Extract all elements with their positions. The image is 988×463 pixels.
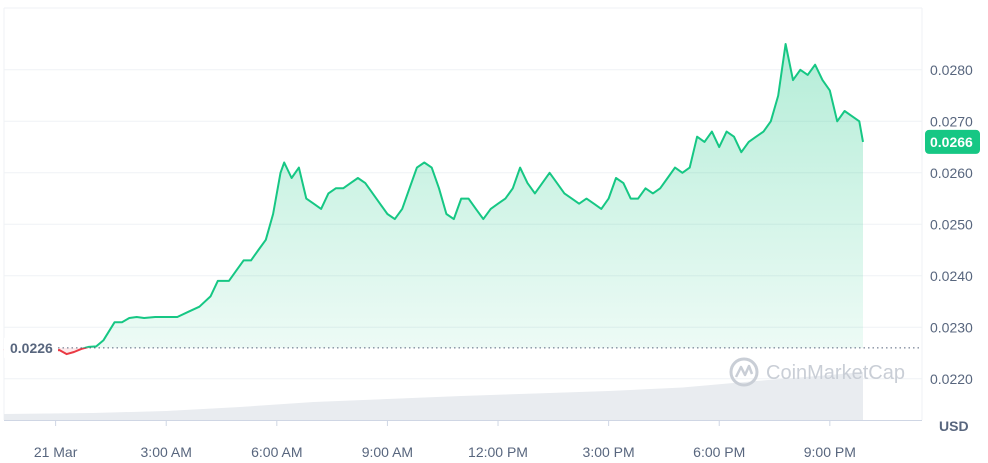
unit-label: USD xyxy=(939,418,969,434)
reference-price-label: 0.0226 xyxy=(10,340,53,356)
y-tick-label: 0.0250 xyxy=(930,216,973,232)
x-tick-label: 3:00 PM xyxy=(583,444,635,460)
x-tick-label: 6:00 AM xyxy=(251,444,302,460)
reference-label-bg xyxy=(4,337,58,358)
x-tick-label: 6:00 PM xyxy=(693,444,745,460)
x-tick-label: 3:00 AM xyxy=(141,444,192,460)
coinmarketcap-logo-wave xyxy=(734,364,754,378)
price-line xyxy=(3,43,864,356)
x-tick-label: 9:00 PM xyxy=(804,444,856,460)
volume-area xyxy=(4,372,863,420)
y-axis: 0.0280 0.0270 0.0260 0.0250 0.0240 0.0230 0.02… xyxy=(925,62,980,387)
x-axis: 21 Mar 3:00 AM 6:00 AM 9:00 AM 12:00 PM 3:00 … xyxy=(34,420,856,460)
y-tick-label: 0.0230 xyxy=(930,319,973,335)
y-tick-label: 0.0260 xyxy=(930,165,973,181)
x-tick-label: 21 Mar xyxy=(34,444,78,460)
coinmarketcap-logo-icon xyxy=(729,357,759,387)
coinmarketcap-watermark: CoinMarketCap xyxy=(729,357,905,387)
reference-line: 0.0226 xyxy=(4,337,922,358)
x-tick-label: 12:00 PM xyxy=(468,444,528,460)
volume-fill xyxy=(4,372,863,420)
y-tick-label: 0.0220 xyxy=(930,371,973,387)
current-price-badge xyxy=(925,129,980,154)
y-tick-label: 0.0270 xyxy=(930,113,973,129)
price-area-up xyxy=(31,44,863,348)
price-area xyxy=(4,44,863,355)
current-price-label: 0.0266 xyxy=(930,134,973,150)
price-line-up xyxy=(10,43,864,348)
x-tick-label: 9:00 AM xyxy=(362,444,413,460)
watermark-label: CoinMarketCap xyxy=(766,362,905,384)
y-tick-label: 0.0280 xyxy=(930,62,973,78)
y-tick-label: 0.0240 xyxy=(930,268,973,284)
